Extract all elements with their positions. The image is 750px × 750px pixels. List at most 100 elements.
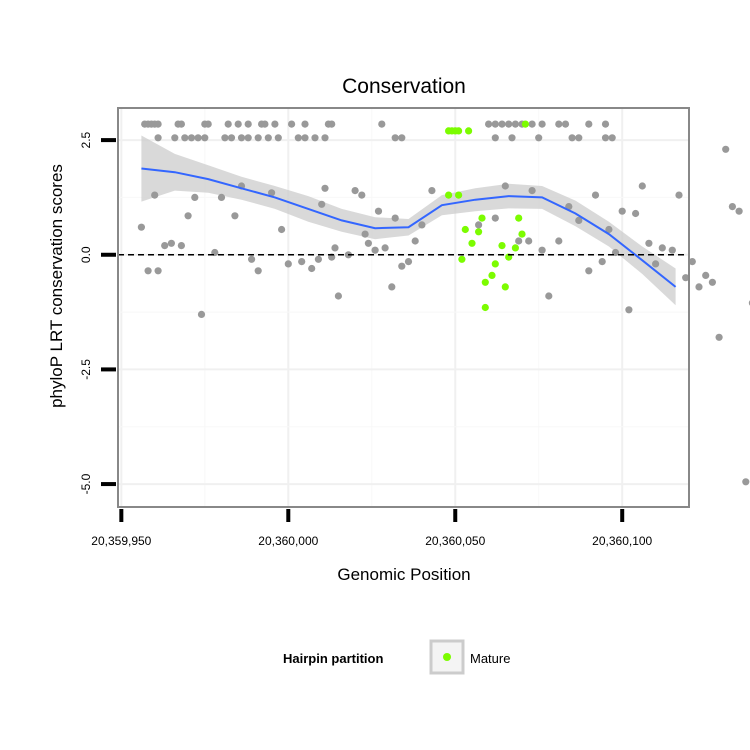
plot-panel: 20,359,950 20,360,000 20,360,050 20,360,100… [79,107,750,548]
point-other [695,283,703,291]
point-other [591,191,600,199]
point-other [204,120,212,128]
point-other [191,193,199,201]
point-other [501,182,509,190]
point-other [244,120,252,128]
chart-title: Conservation [342,75,466,98]
point-other [491,214,499,222]
point-other [227,134,236,142]
point-mature [515,214,523,222]
point-other [358,191,366,199]
point-other [485,120,493,128]
point-other [181,134,189,142]
point-other [278,225,286,234]
point-other [708,278,717,286]
point-other [254,267,262,275]
point-mature [481,303,489,312]
point-other [505,120,513,128]
point-other [301,134,309,142]
point-other [151,191,159,199]
point-other [301,120,309,128]
point-other [618,207,626,215]
point-other [284,260,292,268]
point-other [652,260,660,268]
point-other [601,120,610,128]
confidence-band [141,135,676,306]
legend: Hairpin partition Mature [283,639,510,675]
point-other [154,267,162,275]
point-other [194,134,202,142]
point-other [361,230,369,238]
point-mature [475,228,483,236]
x-tick-label: 20,360,100 [592,534,652,548]
point-other [197,310,206,318]
point-other [675,191,683,199]
point-other [264,134,272,142]
point-other [311,134,319,142]
point-other [237,134,246,142]
point-mature [498,242,506,250]
point-other [187,134,196,142]
point-other [167,239,175,247]
point-other [632,209,640,218]
point-mature [445,191,453,199]
point-other [605,225,613,234]
point-mature [521,120,530,128]
point-other [682,274,690,282]
point-other [498,120,506,128]
point-other [722,145,730,153]
point-other [398,262,406,270]
point-mature [455,191,463,199]
legend-key-dot [443,653,451,661]
point-other [351,187,359,195]
point-other [137,223,145,231]
point-other [217,193,226,201]
point-other [742,478,750,486]
point-other [535,134,543,142]
point-other [321,134,329,142]
point-other [184,212,192,220]
point-mature [461,225,469,234]
point-other [321,184,329,192]
point-other [515,237,523,245]
legend-label-mature: Mature [470,651,510,666]
y-tick-label: -5.0 [79,473,93,494]
legend-title: Hairpin partition [283,651,383,666]
point-other [244,134,252,142]
point-other [555,120,563,128]
point-other [391,134,399,142]
point-other [331,244,339,252]
point-other [221,134,229,142]
point-other [201,134,209,142]
point-mature [491,260,499,268]
smooth-line [141,167,677,288]
point-other [545,292,553,300]
point-other [585,267,593,275]
point-other [268,189,276,197]
point-other [625,306,633,314]
point-other [411,237,419,245]
point-other [601,134,610,142]
point-other [538,246,546,254]
point-mature [511,244,519,252]
point-mature [501,283,509,291]
point-mature [465,127,473,135]
point-other [598,258,606,266]
point-other [177,120,185,128]
point-other [555,237,563,245]
point-other [715,333,723,341]
point-mature [468,239,476,247]
point-other [234,120,242,128]
point-other [508,134,516,142]
point-other [154,134,162,142]
point-other [475,221,483,229]
point-other [328,120,336,128]
point-other [638,182,646,190]
point-other [735,207,743,215]
point-other [668,246,676,254]
point-other [177,242,185,250]
point-other [404,258,413,266]
point-other [364,239,372,247]
point-other [271,120,279,128]
